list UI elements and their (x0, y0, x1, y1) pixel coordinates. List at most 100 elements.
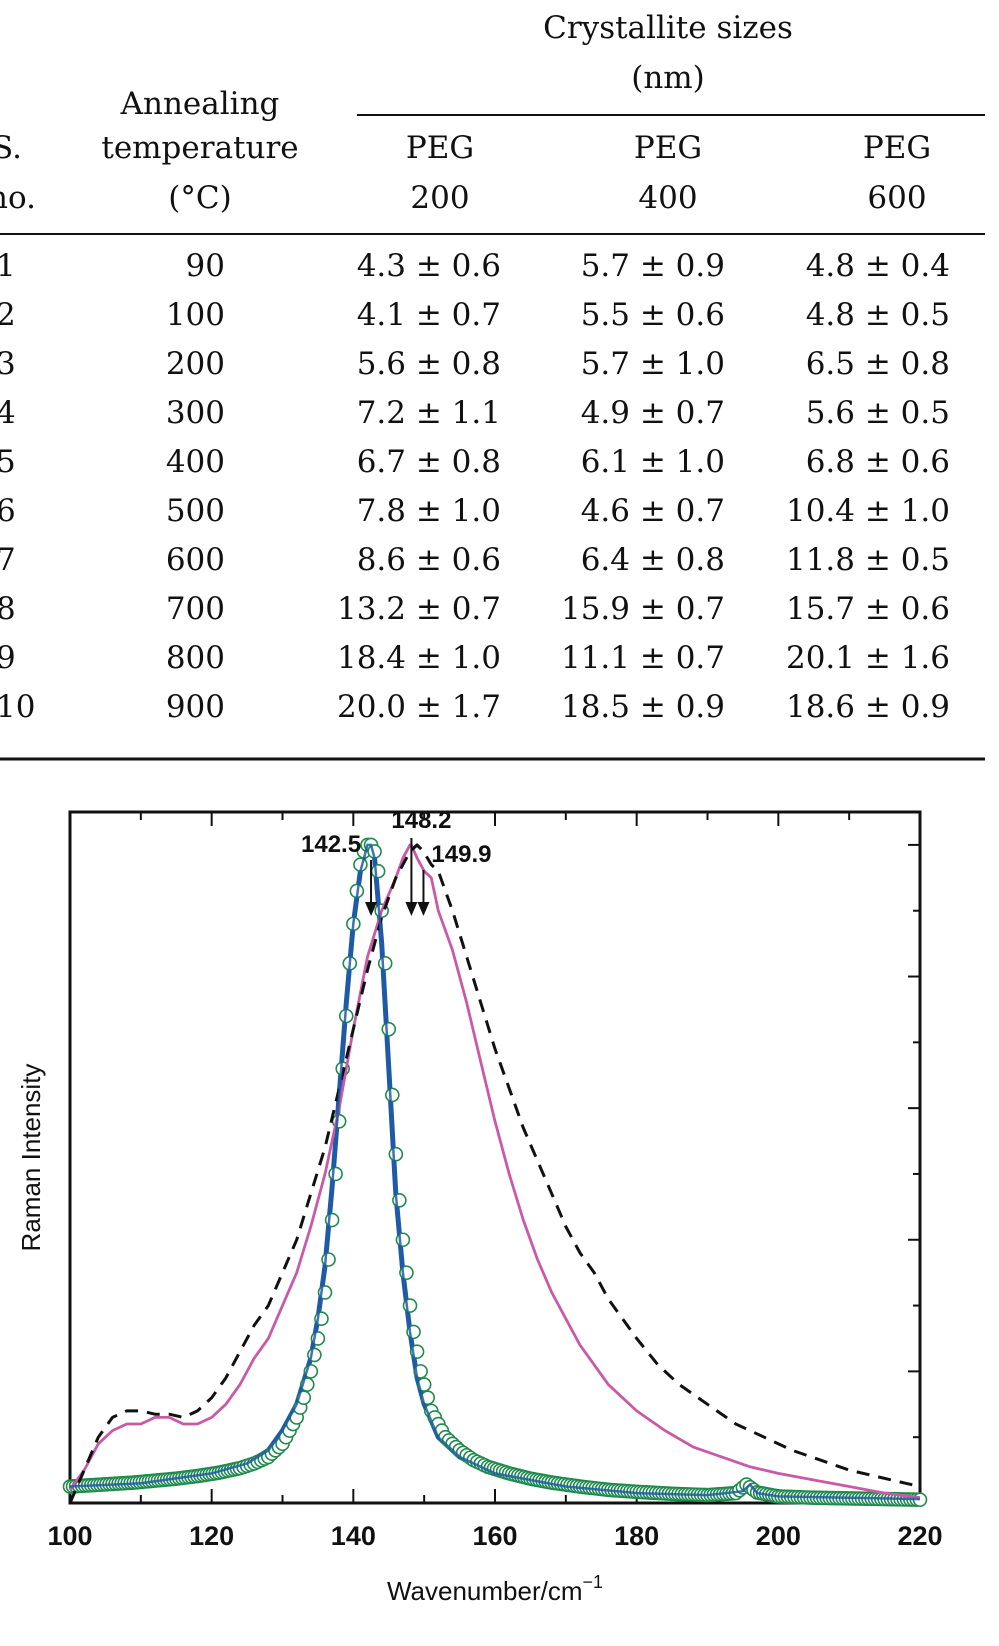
table-cell: 700 (166, 591, 225, 627)
plot-frame (68, 810, 922, 1505)
series-green-circles (62, 837, 928, 1508)
table-cell: 18.5 ± 0.9 (561, 689, 725, 725)
table-cell: 15.7 ± 0.6 (786, 591, 950, 627)
peak-label: 142.5 (301, 831, 361, 858)
table-cell: 400 (166, 444, 225, 480)
table-row: 8 700 13.2 ± 0.7 15.9 ± 0.7 15.7 ± 0.6 (0, 591, 950, 627)
header-peg600-line1: PEG (863, 130, 931, 166)
x-axis-label-main: Wavenumber/cm (387, 1576, 583, 1606)
header-peg200-line2: 200 (410, 180, 469, 216)
series-blue-solid-overlay (69, 843, 921, 1501)
x-tick-label: 140 (331, 1521, 376, 1551)
peak-annotations: 142.5 148.2 149.9 (301, 807, 491, 916)
x-axis-ticks: 100 120 140 160 180 200 220 (47, 812, 943, 1551)
series-black-dashed-line (68, 843, 921, 1504)
x-tick-label: 160 (472, 1521, 517, 1551)
table-cell: 15.9 ± 0.7 (561, 591, 725, 627)
header-group-line1: Crystallite sizes (543, 10, 793, 46)
table-cell: 7 (0, 542, 16, 578)
series-group (62, 837, 928, 1508)
table-cell: 6.8 ± 0.6 (806, 444, 950, 480)
table-cell: 90 (186, 248, 225, 284)
table-cell: 100 (166, 297, 225, 333)
table-canvas: Crystallite sizes (nm) S. no. Annealing … (0, 10, 985, 761)
x-tick-label: 120 (189, 1521, 234, 1551)
table-cell: 600 (166, 542, 225, 578)
table-cell: 9 (0, 640, 16, 676)
header-sno-line1: S. (0, 130, 22, 166)
table-cell: 500 (166, 493, 225, 529)
table-row: 10 900 20.0 ± 1.7 18.5 ± 0.9 18.6 ± 0.9 (0, 689, 950, 725)
table-cell: 8 (0, 591, 16, 627)
table-row: 7 600 8.6 ± 0.6 6.4 ± 0.8 11.8 ± 0.5 (0, 542, 950, 578)
y-axis-ticks (908, 843, 920, 1504)
raman-chart: Raman Intensity Wavenumber/cm−1 100 120 14… (0, 790, 999, 1641)
table-cell: 3 (0, 346, 16, 382)
header-temp-line3: (°C) (168, 180, 231, 216)
table-row: 6 500 7.8 ± 1.0 4.6 ± 0.7 10.4 ± 1.0 (0, 493, 950, 529)
table-cell: 4.3 ± 0.6 (357, 248, 501, 284)
table-cell: 18.6 ± 0.9 (786, 689, 950, 725)
table-row: 1 90 4.3 ± 0.6 5.7 ± 0.9 4.8 ± 0.4 (0, 248, 950, 284)
data-point (328, 1166, 343, 1182)
table-cell: 5.6 ± 0.8 (357, 346, 501, 382)
y-axis-label: Raman Intensity (16, 1064, 46, 1252)
peak-label: 149.9 (431, 841, 491, 868)
crystallite-size-table: Crystallite sizes (nm) S. no. Annealing … (0, 0, 999, 770)
peak-arrow-head (417, 902, 430, 916)
x-axis-label-sup: −1 (583, 1572, 604, 1592)
table-cell: 7.8 ± 1.0 (357, 493, 501, 529)
header-sno-line2: no. (0, 180, 36, 216)
data-point (384, 1087, 400, 1103)
table-row: 4 300 7.2 ± 1.1 4.9 ± 0.7 5.6 ± 0.5 (0, 395, 950, 431)
table-cell: 5.6 ± 0.5 (806, 395, 950, 431)
x-axis-label: Wavenumber/cm−1 (387, 1572, 603, 1606)
header-temp-line1: Annealing (120, 86, 280, 122)
plot-area (68, 810, 922, 1505)
data-point (370, 863, 386, 879)
table-cell: 2 (0, 297, 16, 333)
table-cell: 20.0 ± 1.7 (337, 689, 501, 725)
table-cell: 6 (0, 493, 16, 529)
table-cell: 20.1 ± 1.6 (786, 640, 950, 676)
header-peg200-line1: PEG (406, 130, 474, 166)
peak-label: 148.2 (391, 807, 451, 834)
header-peg600-line2: 600 (867, 180, 926, 216)
table-cell: 10.4 ± 1.0 (786, 493, 950, 529)
table-cell: 300 (166, 395, 225, 431)
table-cell: 6.1 ± 1.0 (581, 444, 725, 480)
peak-arrow-head (405, 902, 418, 916)
series-magenta-solid-line (68, 843, 921, 1500)
header-peg400-line2: 400 (638, 180, 697, 216)
table-cell: 18.4 ± 1.0 (337, 640, 501, 676)
table-cell: 6.7 ± 0.8 (357, 444, 501, 480)
table-cell: 4.1 ± 0.7 (357, 297, 501, 333)
table-cell: 4.8 ± 0.4 (806, 248, 950, 284)
table-cell: 5.5 ± 0.6 (581, 297, 725, 333)
data-point (388, 1146, 404, 1162)
series-blue-solid-line (69, 842, 921, 1502)
header-peg400-line1: PEG (634, 130, 702, 166)
table-row: 2 100 4.1 ± 0.7 5.5 ± 0.6 4.8 ± 0.5 (0, 297, 950, 333)
table-cell: 13.2 ± 0.7 (337, 591, 501, 627)
data-point (377, 956, 393, 971)
x-tick-label: 200 (756, 1521, 801, 1551)
peak-arrow-head (365, 902, 378, 916)
table-cell: 10 (0, 689, 35, 725)
table-row: 9 800 18.4 ± 1.0 11.1 ± 0.7 20.1 ± 1.6 (0, 640, 950, 676)
chart-canvas: Raman Intensity Wavenumber/cm−1 100 120 14… (16, 807, 943, 1606)
table-cell: 11.1 ± 0.7 (561, 640, 725, 676)
table-cell: 1 (0, 248, 16, 284)
x-tick-label: 220 (897, 1521, 942, 1551)
table-cell: 4.9 ± 0.7 (581, 395, 725, 431)
table-cell: 4.6 ± 0.7 (581, 493, 725, 529)
x-tick-label: 100 (47, 1521, 92, 1551)
table-cell: 900 (166, 689, 225, 725)
table-cell: 6.5 ± 0.8 (806, 346, 950, 382)
x-tick-label: 180 (614, 1521, 659, 1551)
table-cell: 5.7 ± 0.9 (581, 248, 725, 284)
table-body: 1 90 4.3 ± 0.6 5.7 ± 0.9 4.8 ± 0.4 2 100 4.1 ± … (0, 248, 950, 725)
table-row: 3 200 5.6 ± 0.8 5.7 ± 1.0 6.5 ± 0.8 (0, 346, 950, 382)
table-row: 5 400 6.7 ± 0.8 6.1 ± 1.0 6.8 ± 0.6 (0, 444, 950, 480)
table-cell: 200 (166, 346, 225, 382)
